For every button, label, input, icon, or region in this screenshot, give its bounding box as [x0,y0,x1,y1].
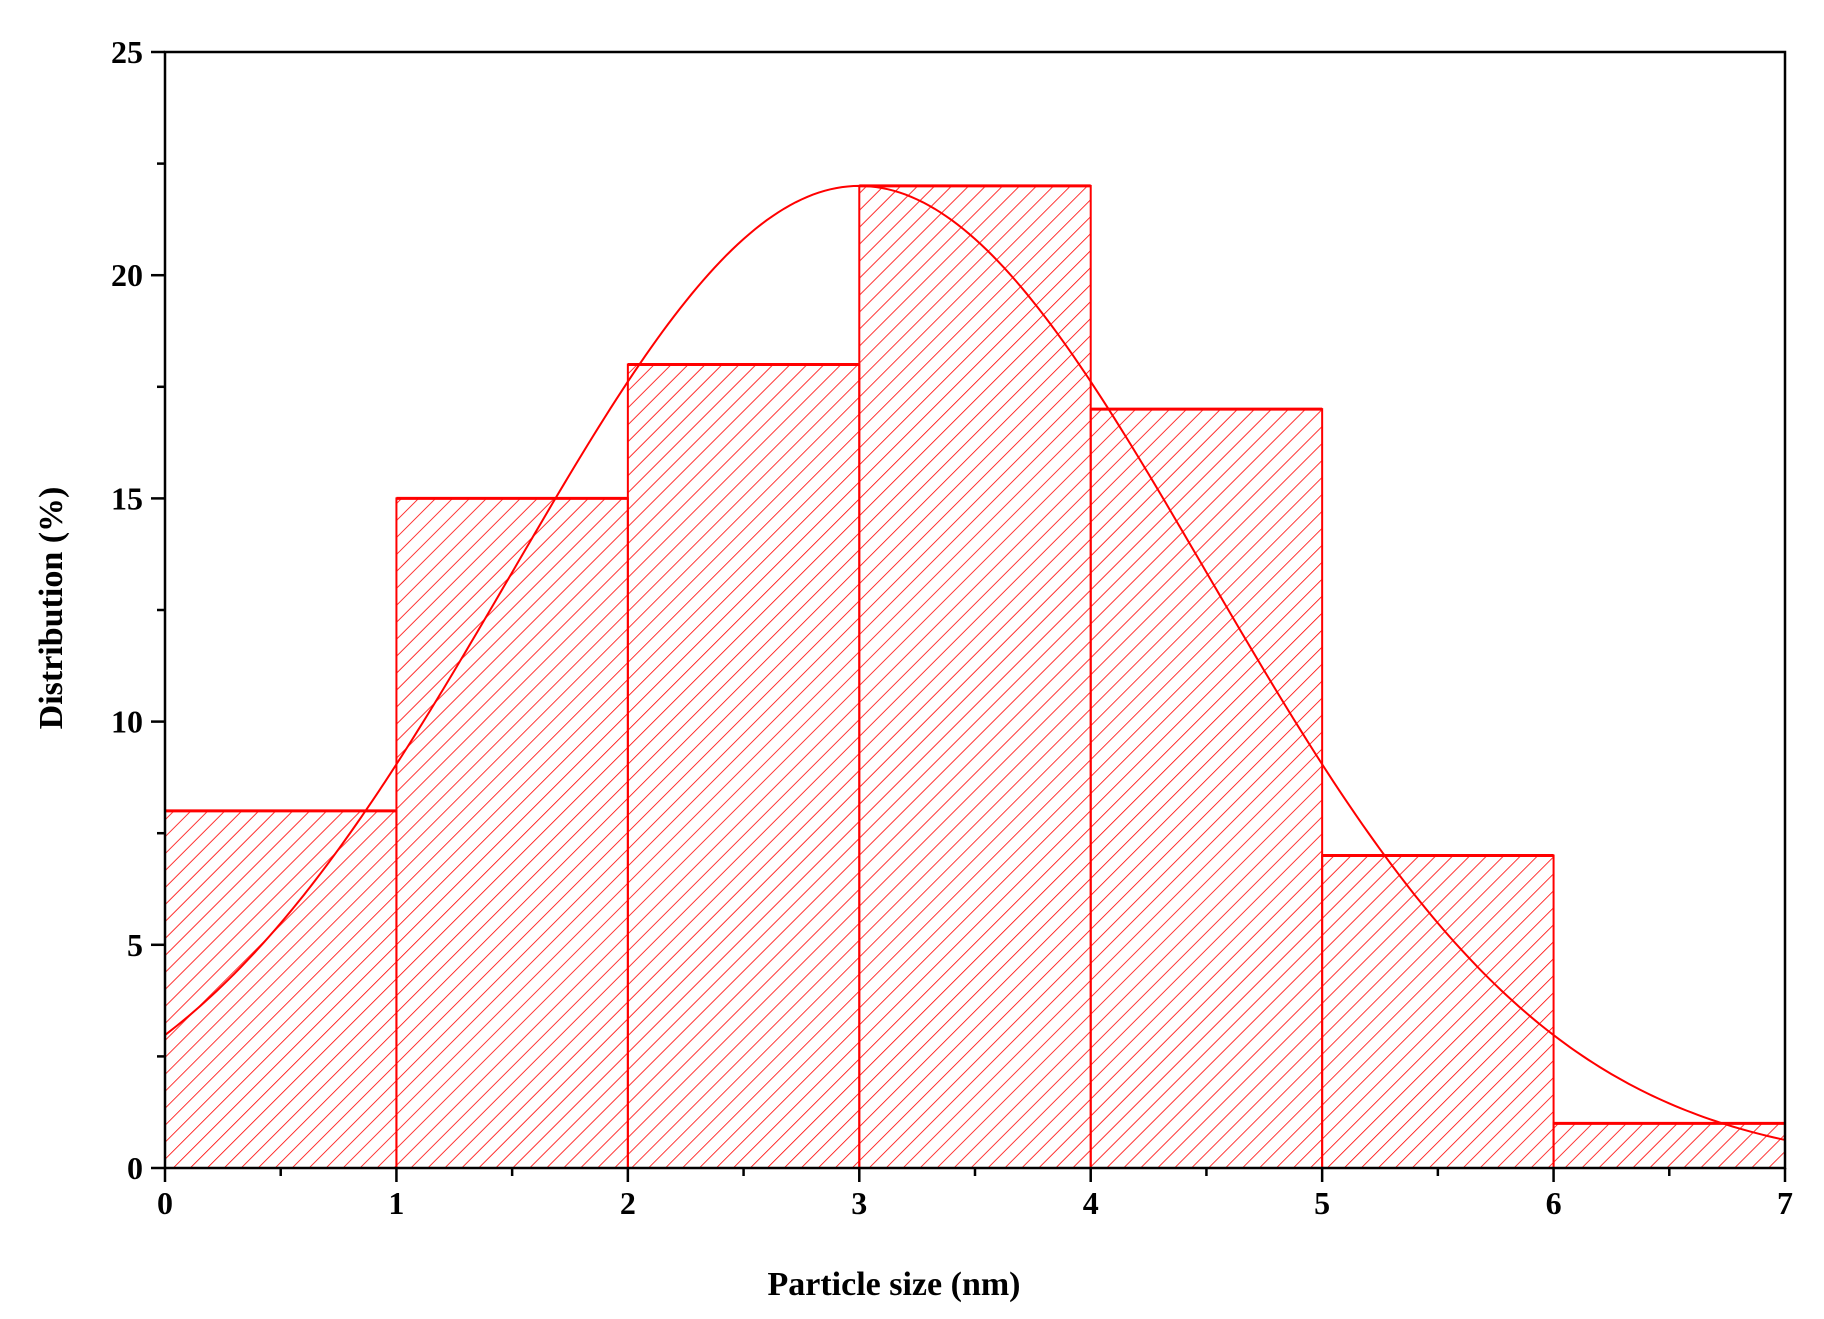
bar-6-7 [1552,1122,1786,1169]
y-tick-label: 5 [127,927,143,963]
x-tick-label: 2 [620,1185,636,1221]
x-tick-label: 0 [157,1185,173,1221]
x-axis-title: Particle size (nm) [768,1266,1021,1303]
bar-3-4 [858,184,1092,1170]
x-tick-label: 5 [1314,1185,1330,1221]
tick-labels: 0 1 2 3 4 5 6 7 0 5 10 15 20 25 [111,34,1793,1221]
bar-5-6 [1321,854,1555,1170]
axes [151,50,1787,1182]
y-tick-label: 15 [111,480,143,516]
fit-curve-layer [164,184,1786,1141]
y-axis-title: Distribution (%) [33,487,70,730]
bar-2-3 [626,363,861,1170]
bar-0-1 [164,809,398,1169]
y-tick-label: 10 [111,704,143,740]
bar-1-2 [395,497,629,1169]
y-tick-label: 0 [127,1150,143,1186]
x-tick-label: 4 [1083,1185,1099,1221]
x-tick-label: 3 [851,1185,867,1221]
x-tick-label: 7 [1777,1185,1793,1221]
x-tick-label: 6 [1546,1185,1562,1221]
y-tick-label: 25 [111,34,143,70]
bar-4-5 [1089,408,1324,1169]
bars [164,184,1786,1170]
fit-curve [164,184,1786,1141]
y-tick-label: 20 [111,257,143,293]
x-tick-label: 1 [388,1185,404,1221]
